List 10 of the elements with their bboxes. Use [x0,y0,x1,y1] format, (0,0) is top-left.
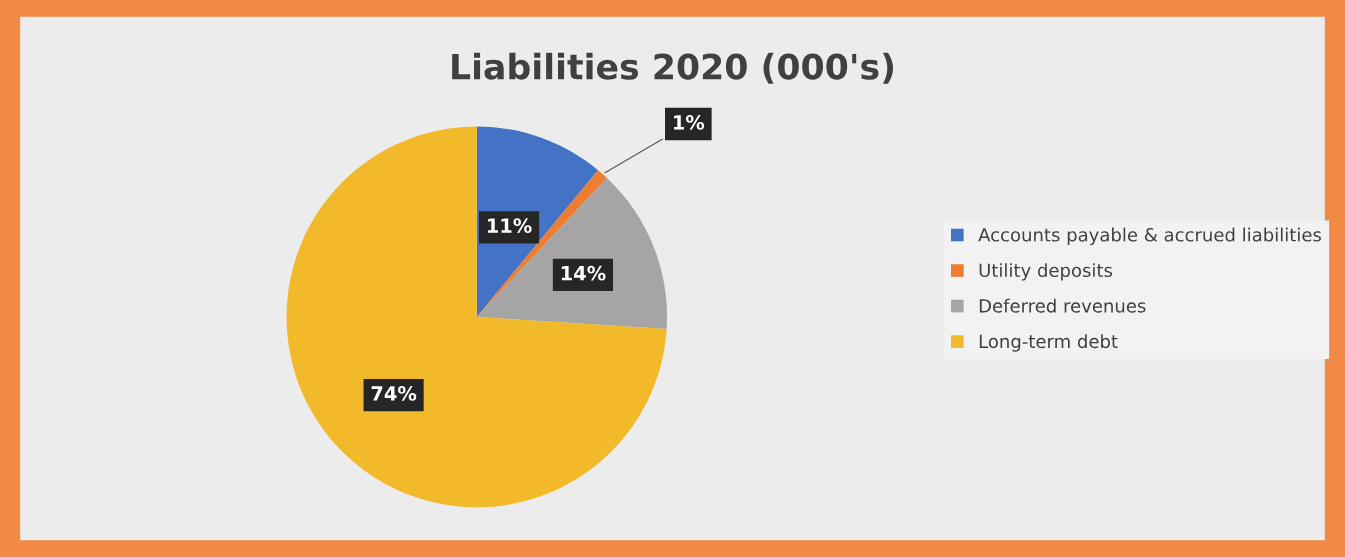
data-label: 14% [561,265,606,281]
data-label: 74% [371,386,417,401]
legend-label: Deferred revenues [979,298,1146,313]
legend-label: Utility deposits [979,263,1113,281]
legend-label: Accounts payable & accrued liabilities [978,227,1322,246]
pie-slice [286,126,667,508]
chart-title: Liabilities 2020 (000's) [452,52,894,84]
data-label: 11% [487,218,532,233]
data-label: 1% [674,115,705,130]
legend-label: Long-term debt [979,334,1118,352]
